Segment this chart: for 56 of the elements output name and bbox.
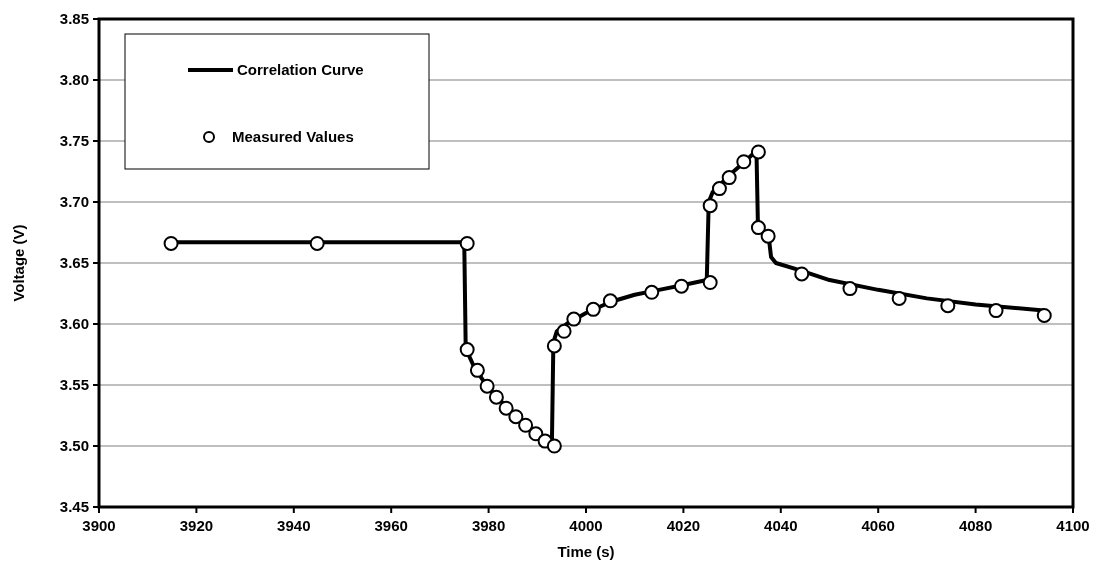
point [750, 144, 766, 160]
point [721, 170, 737, 186]
y-tick-label: 3.85 [59, 10, 89, 28]
x-tick-label: 3940 [277, 517, 311, 534]
point [508, 409, 524, 425]
point [309, 235, 325, 251]
x-tick-label: 4060 [861, 517, 895, 534]
point [702, 275, 718, 291]
y-axis-title: Voltage (V) [10, 224, 27, 302]
y-tick-label: 3.55 [59, 376, 89, 394]
point [760, 228, 776, 244]
x-tick-label: 3960 [374, 517, 408, 534]
point [546, 438, 562, 454]
x-tick-label: 4100 [1056, 517, 1090, 534]
y-tick-label: 3.70 [59, 193, 89, 211]
point [891, 290, 907, 306]
y-tick-label: 3.65 [59, 254, 89, 272]
point [750, 220, 766, 236]
point [469, 362, 485, 378]
point [940, 298, 956, 314]
point [556, 323, 572, 339]
point [546, 338, 562, 354]
point [459, 235, 475, 251]
point [1036, 307, 1052, 323]
y-tick-label: 3.75 [59, 132, 89, 150]
point [794, 266, 810, 282]
x-tick-label: 4080 [958, 517, 993, 534]
point [988, 303, 1004, 319]
point [566, 311, 582, 327]
point [498, 400, 514, 416]
point [644, 284, 660, 300]
point [585, 301, 601, 317]
x-tick-label: 3900 [82, 517, 116, 534]
point [711, 181, 727, 197]
point [702, 198, 718, 214]
x-tick-label: 4040 [764, 517, 798, 534]
point [673, 278, 689, 294]
y-tick-label: 3.50 [59, 437, 89, 455]
point [602, 293, 618, 309]
point [459, 342, 475, 358]
x-tick-label: 4000 [569, 517, 603, 534]
x-tick-label: 4020 [666, 517, 701, 534]
point [518, 417, 534, 433]
point [479, 378, 495, 394]
y-tick-label: 3.60 [59, 315, 89, 333]
y-tick-label: 3.45 [59, 498, 89, 516]
point [488, 389, 504, 405]
x-tick-label: 3980 [471, 517, 506, 534]
x-tick-label: 3920 [179, 517, 214, 534]
point [163, 235, 179, 251]
legend-label: Measured Values [232, 128, 354, 146]
y-tick-label: 3.80 [59, 71, 89, 89]
legend-label: Correlation Curve [237, 61, 364, 79]
point [736, 154, 752, 170]
x-axis-title: Time (s) [557, 543, 615, 560]
point [842, 281, 858, 297]
